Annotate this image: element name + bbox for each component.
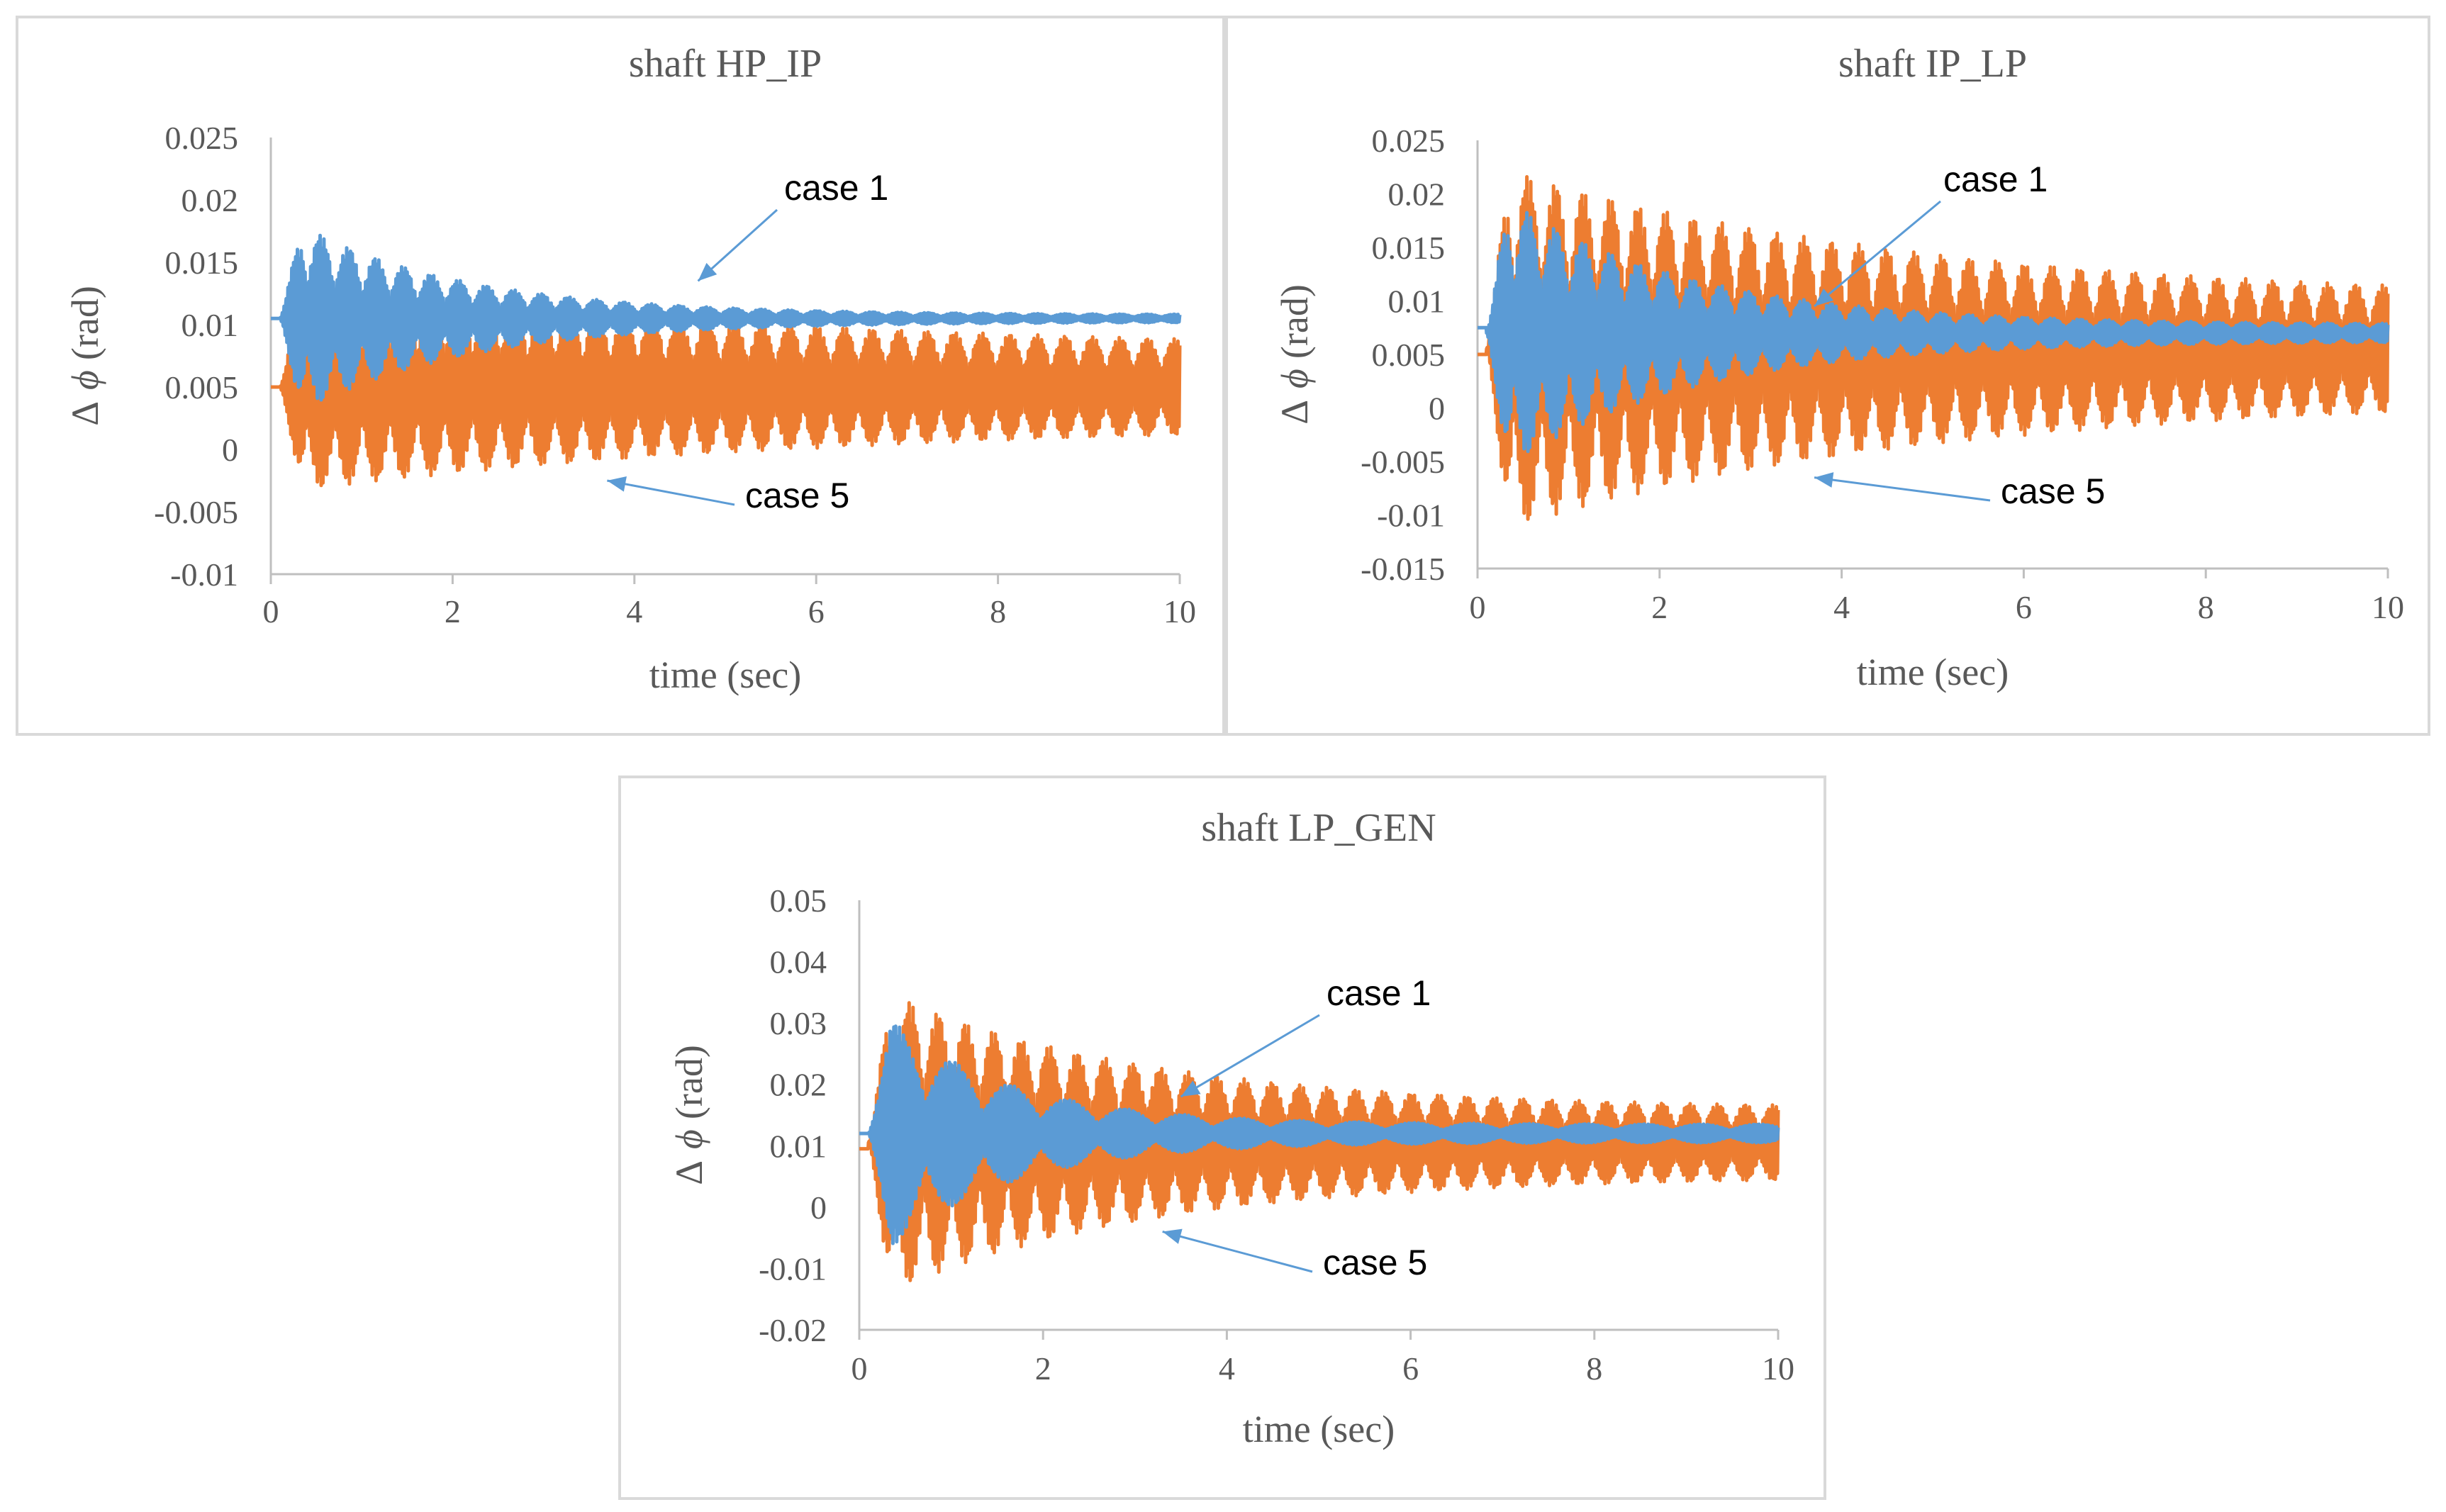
y-tick-label: -0.005	[154, 494, 238, 530]
annotation-arrowhead	[607, 476, 627, 492]
annotation-arrowhead	[698, 262, 717, 281]
y-tick-label: 0	[1429, 391, 1445, 427]
y-tick-label: 0.02	[182, 182, 239, 218]
annotation-label: case 5	[745, 476, 849, 515]
chart-hp-ip: shaft HP_IP -0.01 -0.005 0 0.005 0.01 0.015 0.0…	[64, 42, 1196, 696]
x-tick-label: 10	[1163, 593, 1196, 629]
series-line-case-1	[858, 1024, 1780, 1245]
y-tick-label: -0.01	[170, 556, 238, 593]
x-tick-label: 4	[1833, 589, 1850, 625]
series-group	[858, 1001, 1780, 1282]
x-tick-label: 2	[445, 593, 461, 629]
series-line-case-1	[269, 233, 1182, 402]
x-axis-title: time (sec)	[649, 654, 801, 696]
y-tick-label: 0.025	[1372, 123, 1446, 159]
y-tick-label: 0.005	[165, 369, 239, 405]
y-axis-title-unit: (rad)	[1273, 284, 1316, 359]
y-axis-title: Δϕ (rad)	[668, 1045, 710, 1185]
chart-panel-ip-lp: shaft IP_LP -0.015 -0.01 -0.005 0 0.005 0.01 0.…	[1225, 16, 2430, 736]
y-axis-title-phi: ϕ	[1273, 369, 1316, 388]
y-tick-label: 0	[810, 1189, 827, 1226]
x-tick-label: 6	[808, 593, 825, 629]
x-axis-title: time (sec)	[1857, 651, 2009, 693]
series-group	[269, 233, 1182, 488]
y-tick-label: 0.01	[1388, 284, 1446, 320]
annotation-arrowhead	[1814, 288, 1834, 307]
x-tick-label: 6	[1402, 1350, 1419, 1387]
chart-title: shaft LP_GEN	[1201, 806, 1436, 850]
annotation-label: case 1	[1327, 973, 1431, 1013]
annotation-arrow-line	[1814, 476, 1991, 502]
y-tick-label: -0.005	[1361, 444, 1445, 480]
series-line-case-1	[1476, 211, 2390, 454]
annotation-label: case 1	[784, 168, 888, 208]
y-axis-title: Δϕ (rad)	[64, 286, 106, 426]
y-axis-title-delta: Δ	[1273, 400, 1316, 425]
annotation-label: case 5	[2001, 471, 2105, 511]
y-axis-title-unit: (rad)	[668, 1045, 710, 1119]
y-tick-label: 0.01	[182, 307, 239, 343]
x-tick-label: 4	[626, 593, 642, 629]
series-line-case-5	[858, 1001, 1780, 1282]
y-tick-label: 0.03	[770, 1005, 827, 1041]
x-tick-label: 8	[2198, 589, 2214, 625]
x-tick-label: 2	[1035, 1350, 1051, 1387]
y-axis-title-phi: ϕ	[668, 1129, 710, 1149]
chart-title: shaft IP_LP	[1838, 42, 2027, 86]
x-tick-label: 0	[851, 1350, 868, 1387]
y-tick-label: 0.015	[1372, 230, 1446, 266]
annotation-arrow-line	[1162, 1231, 1313, 1273]
annotation-arrowhead	[1180, 1080, 1201, 1097]
y-tick-label: -0.02	[759, 1312, 827, 1348]
x-axis-title: time (sec)	[1243, 1408, 1395, 1450]
x-tick-label: 0	[263, 593, 279, 629]
y-tick-label: 0.02	[1388, 177, 1446, 213]
chart-panel-hp-ip: shaft HP_IP -0.01 -0.005 0 0.005 0.01 0.015 0.0…	[16, 16, 1225, 736]
x-tick-label: 10	[2372, 589, 2404, 625]
y-tick-label: 0	[222, 432, 238, 468]
x-tick-label: 8	[1586, 1350, 1602, 1387]
y-axis-title-delta: Δ	[64, 401, 106, 426]
y-tick-label: 0.005	[1372, 337, 1446, 373]
y-tick-label: 0.05	[770, 883, 827, 919]
x-tick-label: 10	[1762, 1350, 1794, 1387]
series-group	[1476, 175, 2390, 521]
x-tick-label: 2	[1651, 589, 1668, 625]
annotation-arrow-line	[1814, 200, 1941, 308]
y-axis-title-delta: Δ	[668, 1160, 710, 1185]
y-tick-label: 0.025	[165, 120, 239, 156]
annotation-arrow-line	[607, 479, 735, 506]
chart-ip-lp: shaft IP_LP -0.015 -0.01 -0.005 0 0.005 0.01 0.…	[1273, 42, 2404, 693]
series-line-case-5	[1476, 175, 2390, 521]
y-tick-label: 0.01	[770, 1128, 827, 1164]
y-tick-label: 0.04	[770, 944, 827, 980]
annotation-label: case 1	[1943, 159, 2048, 199]
y-tick-label: -0.015	[1361, 551, 1445, 587]
chart-panel-lp-gen: shaft LP_GEN -0.02 -0.01 0 0.01 0.02 0.03 0.04 0…	[618, 775, 1826, 1500]
annotation-arrowhead	[1162, 1228, 1183, 1244]
x-tick-label: 4	[1219, 1350, 1235, 1387]
y-tick-label: 0.02	[770, 1067, 827, 1103]
y-tick-label: 0.015	[165, 245, 239, 281]
y-tick-label: -0.01	[1377, 498, 1445, 534]
x-tick-label: 8	[990, 593, 1006, 629]
annotation-arrow-line	[1180, 1014, 1320, 1098]
x-tick-label: 6	[2016, 589, 2032, 625]
annotation-label: case 5	[1323, 1243, 1427, 1282]
y-axis-title-phi: ϕ	[64, 370, 106, 390]
chart-title: shaft HP_IP	[629, 42, 822, 86]
y-axis-title: Δϕ (rad)	[1273, 284, 1316, 425]
y-tick-label: -0.01	[759, 1250, 827, 1287]
x-tick-label: 0	[1470, 589, 1486, 625]
chart-lp-gen: shaft LP_GEN -0.02 -0.01 0 0.01 0.02 0.03 0.04 0…	[668, 806, 1794, 1450]
y-axis-title-unit: (rad)	[64, 286, 106, 360]
annotation-arrowhead	[1814, 472, 1834, 488]
